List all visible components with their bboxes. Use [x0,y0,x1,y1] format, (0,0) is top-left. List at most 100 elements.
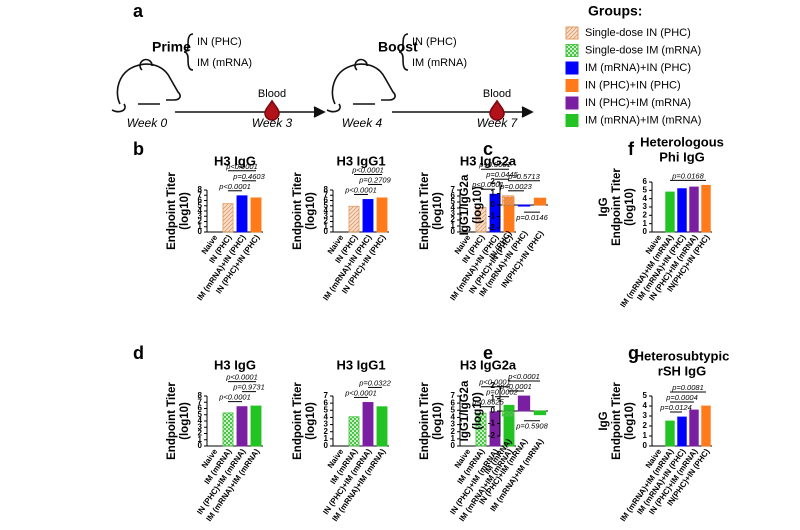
p-value: p=0.8625 [471,398,504,407]
y-tick-label: 8 [198,391,203,400]
boost-label: Boost [378,39,418,55]
y-axis-label: (log10) [432,192,444,230]
legend-swatch [565,79,579,92]
p-value: p=0.0004 [665,393,698,402]
bar [489,411,501,447]
legend-swatch [565,114,579,127]
bar [236,195,248,233]
y-axis-label: (log10) [624,402,636,440]
y-tick-label: 6 [451,398,456,407]
y-tick-label: 0 [324,441,329,450]
y-tick-label: 4 [643,401,648,410]
legend-swatch [565,26,579,40]
y-axis-label: (log10) [432,402,444,440]
bar [701,405,711,447]
blood-drop [489,99,505,121]
week-label: Week 4 [342,116,383,130]
y-tick-label: 6 [198,196,203,205]
bar [689,409,699,447]
y-tick-label: 5 [643,185,648,194]
y-axis-label: Endpoint Titer [292,382,304,460]
chart-title: H3 IgG1 [336,153,385,168]
p-value: p=0.5713 [507,172,540,181]
panel-label: e [483,343,493,363]
y-axis-label: (log10) [179,192,191,230]
bar [501,410,515,417]
y-tick-label: 6 [198,404,203,413]
p-value: p<0.0001 [344,388,377,397]
y-tick-label: 0 [643,227,648,236]
y-tick-label: 3 [324,420,329,429]
bar [348,416,360,447]
bar [250,405,262,447]
y-tick-label: 4 [198,206,203,215]
p-value: p=0.5908 [515,422,548,431]
y-tick-label: 1 [451,434,456,443]
week-label: Week 7 [477,116,519,130]
bar [348,205,360,233]
y-tick-label: 3 [451,420,456,429]
prime-label: Prime [152,39,191,55]
y-tick-label: 7 [451,185,456,194]
y-tick-label: 2 [451,215,456,224]
y-tick-label: 2 [451,427,456,436]
chart-title: H3 IgG2a [460,357,517,372]
bar [665,420,675,447]
y-tick-label: 1 [643,219,648,228]
bar [701,184,711,233]
p-value: p<0.0001 [218,393,251,402]
y-axis-label: (log10) [624,188,636,226]
y-tick-label: 1 [491,189,496,198]
p-value: p=0.0322 [358,378,391,387]
y-axis-label: Endpoint Titer [166,382,178,460]
y-tick-label: 3 [643,411,648,420]
panel-label: c [483,139,493,159]
y-tick-label: 5 [324,405,329,414]
chart-title: rSH IgG [658,363,706,378]
bar [362,199,374,233]
y-tick-label: 2 [324,217,329,226]
p-value: p=0.4603 [232,172,265,181]
bar [501,195,515,206]
y-tick-label: 0 [198,441,203,450]
bar [222,412,234,447]
panel-label: a [133,1,144,21]
y-tick-label: 3 [451,209,456,218]
y-axis-label: (log10) [305,192,317,230]
p-value: p<0.0001 [225,373,258,382]
y-tick-label: 7 [324,391,329,400]
bar [533,197,547,206]
y-tick-label: 0 [643,441,648,450]
y-tick-label: 0 [491,406,496,415]
bar [236,406,248,447]
legend-label: IM (mRNA)+IN (PHC) [585,62,691,74]
y-tick-label: 0 [451,441,456,450]
legend-label: Single-dose IM (mRNA) [585,44,701,56]
legend-label: IN (PHC)+IM (mRNA) [585,97,691,109]
p-value: p=0.2709 [358,175,391,184]
y-axis-label: Endpoint Titer [292,172,304,250]
bar [689,186,699,233]
y-tick-label: 5 [198,201,203,210]
y-tick-label: 8 [198,185,203,194]
bar [517,395,531,412]
y-tick-label: -2 [488,223,496,232]
p-value: p=0.0023 [499,182,532,191]
bar [475,206,487,233]
bar [376,197,388,233]
route-label: IM (mRNA) [412,57,467,69]
y-axis-label: IgG1/IgG2a [459,380,471,441]
bar [362,402,374,447]
bar [222,203,234,233]
route-label: IN (PHC) [197,36,242,48]
bar [517,204,531,207]
panel-label: g [628,343,639,363]
y-tick-label: 3 [198,422,203,431]
y-axis-label: Endpoint Titer [611,168,623,246]
p-value: p<0.0001 [351,165,384,174]
p-value: p=0.0146 [515,213,548,222]
y-tick-label: 7 [451,391,456,400]
y-tick-label: 0 [324,227,329,236]
y-tick-label: 0 [198,227,203,236]
